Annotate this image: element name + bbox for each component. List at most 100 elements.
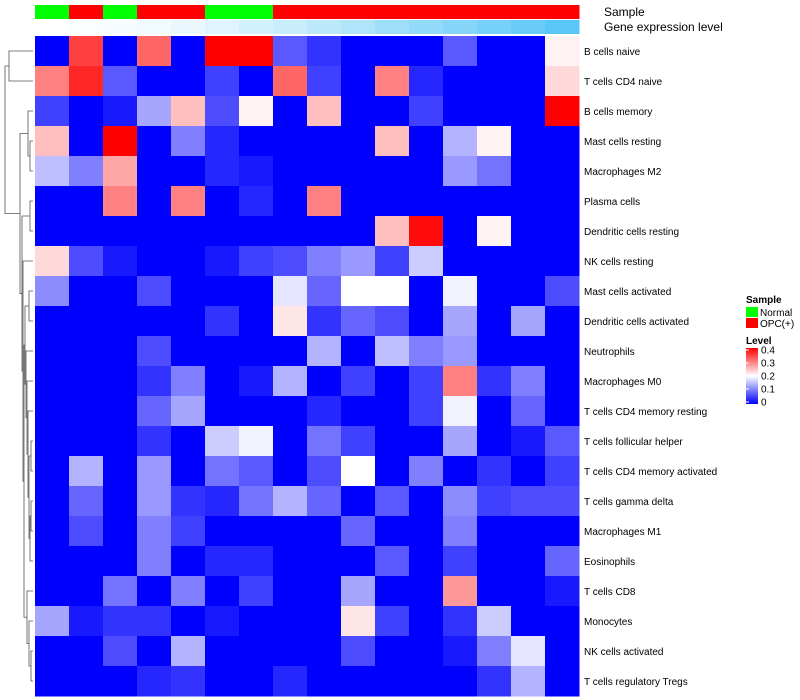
row-label: Neutrophils [584,347,635,358]
row-label: Mast cells resting [584,137,661,148]
sample-annotation-cell [273,5,308,19]
heatmap-cell [341,636,376,667]
row-label: Eosinophils [584,557,635,568]
heatmap-cell [477,186,512,217]
level-legend-colorbar [746,348,758,404]
heatmap-cell [205,36,240,67]
heatmap-cell [69,306,104,337]
expression-annotation-strip [35,20,580,34]
heatmap-cell [137,126,172,157]
row-label: Dendritic cells resting [584,227,679,238]
heatmap-cell [443,336,478,367]
heatmap-cell [443,66,478,97]
heatmap-cell [341,306,376,337]
heatmap-cell [477,426,512,457]
heatmap-cell [35,126,70,157]
heatmap-cell [545,366,580,397]
heatmap-cell [171,666,206,697]
heatmap-cell [205,126,240,157]
heatmap-cell [307,156,342,187]
heatmap-cell [409,426,444,457]
heatmap-cells [35,36,580,697]
heatmap-cell [205,606,240,637]
heatmap-cell [69,666,104,697]
heatmap-cell [511,66,546,97]
heatmap-cell [103,576,138,607]
heatmap-cell [307,426,342,457]
heatmap-cell [35,246,70,277]
heatmap-cell [307,366,342,397]
heatmap-cell [477,636,512,667]
heatmap-cell [239,456,274,487]
heatmap-cell [409,486,444,517]
heatmap-cell [103,396,138,427]
heatmap-cell [375,306,410,337]
dendrogram-branch [29,140,33,172]
heatmap-cell [171,216,206,247]
heatmap-cell [171,66,206,97]
heatmap-cell [103,186,138,217]
heatmap-cell [171,366,206,397]
expression-annotation-cell [545,20,580,34]
expression-annotation-cell [171,20,206,34]
sample-annotation-cell [137,5,172,19]
row-label: B cells naive [584,47,641,58]
heatmap-cell [545,636,580,667]
heatmap-cell [477,156,512,187]
heatmap-cell [341,276,376,307]
heatmap-cell [69,336,104,367]
heatmap-cell [171,336,206,367]
heatmap-cell [409,666,444,697]
heatmap-cell [545,576,580,607]
heatmap-cell [443,216,478,247]
heatmap-cell [409,66,444,97]
heatmap-cell [103,636,138,667]
dendrogram-branch [19,133,28,294]
heatmap-cell [205,516,240,547]
sample-annotation-cell [511,5,546,19]
heatmap-cell [69,426,104,457]
heatmap-cell [443,366,478,397]
level-legend: Level 0.4 0.3 0.2 0.1 0 [746,336,775,409]
heatmap-cell [477,66,512,97]
heatmap-cell [239,156,274,187]
heatmap-cell [69,546,104,577]
expression-annotation-cell [409,20,444,34]
heatmap-cell [171,186,206,217]
heatmap-cell [103,456,138,487]
heatmap-cell [273,576,308,607]
heatmap-cell [511,516,546,547]
heatmap-cell [103,606,138,637]
heatmap-cell [375,36,410,67]
heatmap-cell [171,516,206,547]
expression-annotation-cell [375,20,410,34]
heatmap-cell [239,126,274,157]
heatmap-cell [239,186,274,217]
level-legend-tick-label: 0.2 [761,372,775,383]
heatmap-cell [239,546,274,577]
heatmap-cell [375,96,410,127]
level-legend-tick-label: 0.3 [761,359,775,370]
heatmap-cell [103,516,138,547]
heatmap-cell [443,126,478,157]
heatmap-cell [545,126,580,157]
heatmap-cell [205,156,240,187]
heatmap-cell [239,246,274,277]
heatmap-cell [35,186,70,217]
heatmap-cell [341,516,376,547]
heatmap-cell [69,66,104,97]
heatmap-cell [307,396,342,427]
heatmap-cell [35,66,70,97]
heatmap-cell [69,186,104,217]
heatmap-cell [35,216,70,247]
row-dendrogram [4,50,33,682]
heatmap-cell [205,456,240,487]
heatmap-cell [137,606,172,637]
heatmap-cell [307,456,342,487]
heatmap-cell [341,396,376,427]
sample-legend-opc-label: OPC(+) [760,319,794,330]
heatmap-cell [375,276,410,307]
heatmap-cell [239,636,274,667]
heatmap-cell [35,606,70,637]
heatmap-cell [477,516,512,547]
